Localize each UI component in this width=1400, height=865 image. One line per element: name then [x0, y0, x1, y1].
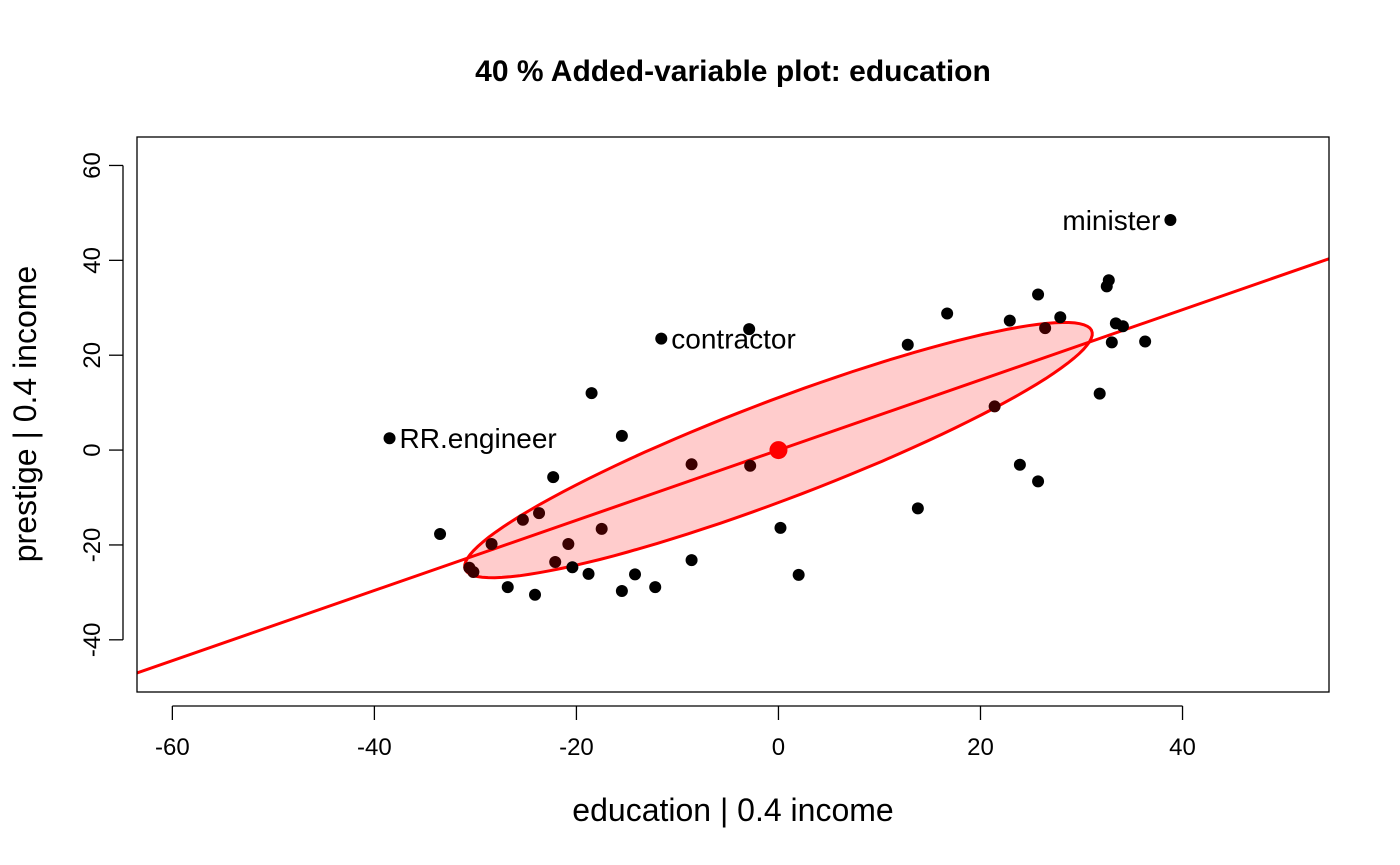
data-point [1054, 311, 1067, 324]
data-point [941, 307, 954, 320]
data-point [529, 588, 542, 601]
data-point [615, 584, 628, 597]
data-point [1032, 475, 1045, 488]
x-tick-label: 40 [1169, 734, 1196, 761]
data-point [501, 581, 514, 594]
data-point [516, 513, 529, 526]
data-point [585, 387, 598, 400]
point-label: minister [1062, 205, 1160, 236]
center-point [769, 441, 788, 460]
x-tick-label: -60 [155, 734, 190, 761]
data-point [549, 556, 562, 569]
data-point [485, 538, 498, 550]
y-axis: -40 -20 0 20 40 60 [79, 152, 124, 657]
x-tick-label: 20 [967, 734, 994, 761]
regression-line [137, 257, 1329, 675]
y-tick-label: 60 [79, 152, 106, 179]
y-axis-label: prestige | 0.4 income [7, 266, 43, 562]
data-point [685, 458, 698, 471]
data-point [901, 338, 914, 351]
data-point [774, 521, 787, 534]
data-point [685, 554, 698, 567]
point-label: contractor [671, 324, 796, 355]
data-point [911, 502, 924, 515]
data-point [383, 432, 396, 445]
data-point [1003, 314, 1016, 327]
x-tick-label: 0 [772, 734, 785, 761]
data-point [547, 471, 560, 484]
data-point [1164, 214, 1177, 227]
data-point [566, 561, 579, 574]
plot-frame [136, 136, 1330, 693]
data-point [562, 538, 575, 550]
data-point [1100, 280, 1113, 293]
y-tick-label: -40 [79, 622, 106, 657]
y-tick-label: -20 [79, 528, 106, 563]
data-point [615, 429, 628, 442]
data-point [1013, 458, 1026, 471]
data-point [744, 459, 757, 472]
data-point [1093, 387, 1106, 400]
point-label: RR.engineer [400, 423, 557, 454]
data-point [467, 565, 480, 578]
x-axis-label: education | 0.4 income [572, 792, 893, 828]
chart-title: 40 % Added-variable plot: education [475, 55, 991, 88]
data-point [533, 507, 546, 520]
data-point [655, 332, 668, 345]
x-tick-label: -40 [357, 734, 392, 761]
data-point [1105, 336, 1118, 349]
data-point [582, 567, 595, 580]
data-point [1116, 320, 1129, 333]
x-tick-label: -20 [559, 734, 594, 761]
data-point [1139, 335, 1152, 348]
data-point [1039, 322, 1052, 335]
data-point [434, 528, 447, 541]
data-point [649, 581, 662, 594]
x-axis: -60 -40 -20 0 20 40 [155, 705, 1196, 761]
y-tick-label: 20 [79, 342, 106, 369]
y-tick-label: 0 [79, 443, 106, 456]
data-point [595, 522, 608, 535]
data-point [743, 323, 756, 336]
data-point [1032, 288, 1045, 301]
data-point [629, 568, 642, 581]
plot-area: minister contractor RR.engineer [137, 205, 1329, 675]
y-tick-label: 40 [79, 247, 106, 274]
data-point [988, 400, 1001, 413]
data-point [792, 568, 805, 581]
